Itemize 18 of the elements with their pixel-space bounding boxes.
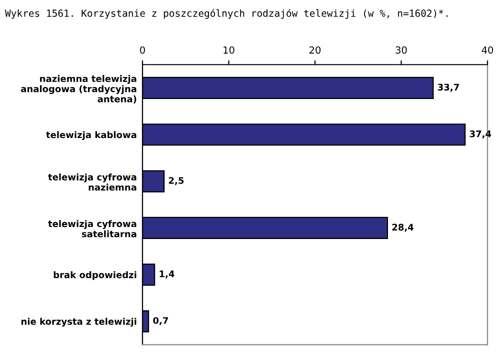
x-tick-label: 30 [396, 46, 407, 54]
chart-title: Wykres 1561. Korzystanie z poszczególnych rodzajów telewizji (w %, n=1602)*. [5, 8, 448, 19]
x-tick-label: 0 [140, 46, 145, 54]
data-label: 37,4 [470, 130, 492, 138]
y-tick-label: brak odpowiedzi [54, 271, 136, 280]
data-label: 0,7 [153, 317, 168, 326]
data-label: 28,4 [392, 224, 414, 232]
x-tick-label: 40 [482, 46, 494, 54]
y-tick-label: telewizja kablowa [46, 131, 136, 140]
x-tick-label: 20 [310, 46, 321, 54]
data-label: 2,5 [168, 177, 184, 186]
x-tick-label: 10 [224, 46, 234, 54]
y-tick-label: nie korzysta z telewizji [22, 318, 136, 327]
y-tick-label: naziemna telewizja analogowa (tradycyjna antena) [21, 75, 136, 104]
data-label: 33,7 [438, 84, 459, 92]
y-tick-label: telewizja cyfrowa satelitarna [48, 220, 136, 238]
y-tick-label: telewizja cyfrowa naziemna [48, 173, 136, 191]
data-label: 1,4 [160, 270, 174, 278]
